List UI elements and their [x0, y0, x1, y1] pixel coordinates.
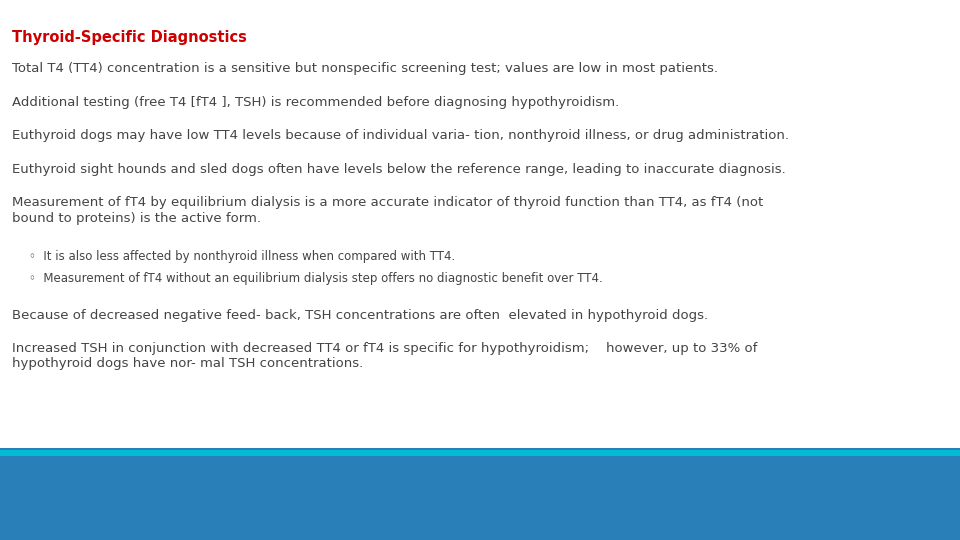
Text: Euthyroid sight hounds and sled dogs often have levels below the reference range: Euthyroid sight hounds and sled dogs oft…	[12, 163, 785, 176]
Text: ◦  It is also less affected by nonthyroid illness when compared with TT4.: ◦ It is also less affected by nonthyroid…	[29, 250, 455, 263]
Text: Thyroid-Specific Diagnostics: Thyroid-Specific Diagnostics	[12, 30, 247, 45]
Text: Because of decreased negative feed- back, TSH concentrations are often  elevated: Because of decreased negative feed- back…	[12, 309, 708, 322]
Text: ◦  Measurement of fT4 without an equilibrium dialysis step offers no diagnostic : ◦ Measurement of fT4 without an equilibr…	[29, 272, 603, 285]
Text: Measurement of fT4 by equilibrium dialysis is a more accurate indicator of thyro: Measurement of fT4 by equilibrium dialys…	[12, 196, 763, 225]
Text: Additional testing (free T4 [fT4 ], TSH) is recommended before diagnosing hypoth: Additional testing (free T4 [fT4 ], TSH)…	[12, 96, 619, 109]
Text: Total T4 (TT4) concentration is a sensitive but nonspecific screening test; valu: Total T4 (TT4) concentration is a sensit…	[12, 62, 717, 75]
Text: Increased TSH in conjunction with decreased TT4 or fT4 is specific for hypothyro: Increased TSH in conjunction with decrea…	[12, 342, 756, 370]
Text: Euthyroid dogs may have low TT4 levels because of individual varia- tion, nonthy: Euthyroid dogs may have low TT4 levels b…	[12, 129, 788, 142]
